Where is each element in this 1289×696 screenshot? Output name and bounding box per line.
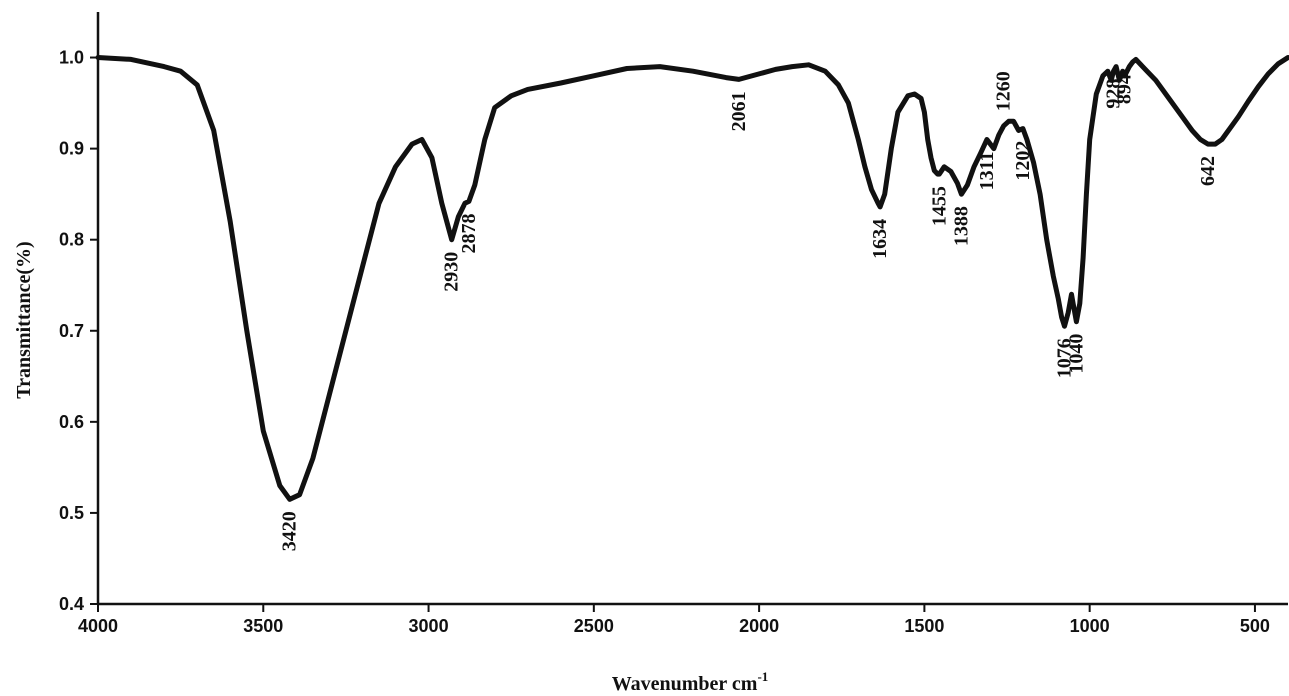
peak-label: 1455 [928,186,950,226]
y-tick-label: 0.5 [59,503,84,523]
peak-label: 642 [1197,156,1219,186]
x-tick-label: 500 [1240,616,1270,636]
plot-area: 4000 3500 3000 2500 2000 1500 1000 500 0.40.50.… [59,12,1289,636]
x-tick-label: 1500 [904,616,944,636]
x-axis-ticks: 4000 3500 3000 2500 2000 1500 1000 500 [78,604,1270,636]
peak-label: 1040 [1065,334,1087,374]
y-axis-ticks: 0.4 0.5 0.6 0.7 0.8 0.9 1.0 [59,48,98,614]
peak-label: 1202 [1012,141,1034,181]
spectrum-series-line [95,55,1289,502]
peak-label: 1260 [993,71,1015,111]
y-tick-label: 0.9 [59,139,84,159]
x-tick-label: 2000 [739,616,779,636]
y-tick-label: 0.6 [59,412,84,432]
x-tick-label: 3000 [409,616,449,636]
y-tick-label: 1.0 [59,48,84,68]
peak-label: 2061 [728,91,750,131]
peak-label: 1311 [976,152,998,191]
x-tick-label: 4000 [78,616,118,636]
peak-label: 2930 [441,252,463,292]
y-tick-label: 0.4 [59,594,84,614]
peak-label: 1076 [1054,338,1076,378]
x-tick-label: 3500 [243,616,283,636]
peak-label: 3420 [279,511,301,551]
peak-label: 2878 [458,213,480,253]
peak-label: 894 [1114,74,1136,104]
y-tick-label: 0.8 [59,230,84,250]
y-axis-title: Transmittance(%) [13,241,35,398]
peak-label: 928 [1102,79,1124,109]
peak-label: 1388 [950,206,972,246]
peak-label: 1634 [869,219,891,259]
x-tick-label: 2500 [574,616,614,636]
x-axis-title: Wavenumber cm-1 [612,669,769,695]
x-tick-label: 1000 [1070,616,1110,636]
x-axis-title-superscript: -1 [757,669,768,684]
y-tick-label: 0.7 [59,321,84,341]
